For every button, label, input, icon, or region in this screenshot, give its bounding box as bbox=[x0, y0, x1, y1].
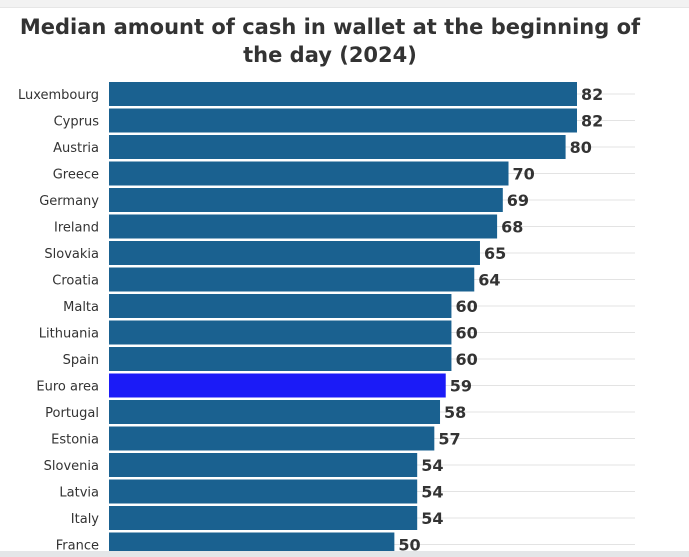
bar bbox=[109, 241, 480, 265]
category-label: Italy bbox=[71, 512, 100, 527]
category-label: Croatia bbox=[52, 274, 99, 289]
value-label: 64 bbox=[478, 271, 500, 290]
bar bbox=[109, 188, 503, 212]
category-label: Luxembourg bbox=[18, 88, 99, 103]
bar bbox=[109, 267, 475, 292]
category-label: Malta bbox=[63, 300, 99, 315]
bar-highlight bbox=[109, 373, 446, 398]
value-label: 59 bbox=[450, 377, 472, 396]
bottom-strip bbox=[0, 551, 689, 557]
value-label: 80 bbox=[570, 138, 592, 157]
bar bbox=[109, 108, 577, 133]
category-label: Germany bbox=[39, 194, 99, 209]
chart-title: Median amount of cash in wallet at the b… bbox=[19, 15, 641, 67]
value-label: 68 bbox=[501, 218, 523, 237]
category-label: Cyprus bbox=[54, 115, 100, 130]
category-label: Ireland bbox=[54, 221, 99, 236]
label-layer: Luxembourg 82 Cyprus 82 Austria 80 Greece 70 Ger… bbox=[18, 85, 603, 555]
value-label: 60 bbox=[455, 324, 477, 343]
bar bbox=[109, 426, 435, 451]
value-label: 70 bbox=[513, 165, 535, 184]
value-label: 82 bbox=[581, 85, 603, 104]
bar bbox=[109, 161, 509, 186]
bar bbox=[109, 506, 418, 530]
bar bbox=[109, 453, 418, 477]
value-label: 57 bbox=[438, 430, 460, 449]
bar bbox=[109, 294, 452, 318]
bar bbox=[109, 347, 452, 371]
value-label: 50 bbox=[398, 536, 420, 555]
category-label: Lithuania bbox=[39, 327, 99, 342]
top-strip bbox=[0, 0, 689, 8]
bar bbox=[109, 135, 566, 159]
category-label: Slovakia bbox=[44, 247, 99, 262]
value-label: 69 bbox=[507, 191, 529, 210]
category-label: Portugal bbox=[45, 406, 99, 421]
bar bbox=[109, 479, 418, 504]
value-label: 82 bbox=[581, 112, 603, 131]
value-label: 65 bbox=[484, 244, 506, 263]
bar bbox=[109, 400, 441, 424]
category-label: Estonia bbox=[51, 433, 99, 448]
category-label: Slovenia bbox=[44, 459, 99, 474]
category-label: France bbox=[56, 539, 99, 554]
value-label: 54 bbox=[421, 456, 443, 475]
category-label: Latvia bbox=[59, 486, 99, 501]
category-label: Greece bbox=[53, 168, 99, 183]
bar bbox=[109, 320, 452, 345]
value-label: 58 bbox=[444, 403, 466, 422]
value-label: 60 bbox=[455, 350, 477, 369]
value-label: 54 bbox=[421, 483, 443, 502]
category-label: Austria bbox=[53, 141, 99, 156]
bar bbox=[109, 214, 498, 239]
category-label: Euro area bbox=[36, 380, 99, 395]
bar bbox=[109, 82, 577, 106]
value-label: 60 bbox=[455, 297, 477, 316]
bar-layer bbox=[109, 82, 577, 557]
category-label: Spain bbox=[63, 353, 99, 368]
value-label: 54 bbox=[421, 509, 443, 528]
